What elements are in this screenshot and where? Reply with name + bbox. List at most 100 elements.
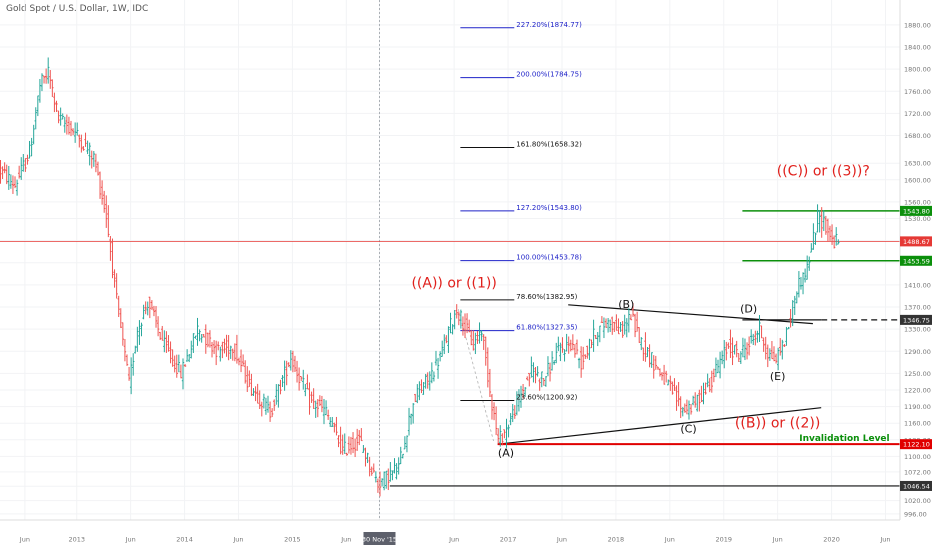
price-bar <box>544 376 548 387</box>
price-bar <box>584 354 587 360</box>
price-bar <box>463 313 467 339</box>
price-bar <box>706 373 709 388</box>
price-bar <box>824 215 828 235</box>
price-bar <box>625 318 628 338</box>
price-bar <box>349 436 353 455</box>
price-bar <box>835 227 838 246</box>
price-bar <box>194 335 197 339</box>
price-bar <box>223 338 226 354</box>
y-tick-label: 1250.00 <box>904 370 931 378</box>
price-marker-label: 1453.59 <box>903 257 930 265</box>
price-bar <box>828 225 832 241</box>
price-bar <box>181 358 185 390</box>
wave-label: (B) <box>618 298 634 311</box>
price-bar <box>411 403 415 424</box>
price-bar <box>341 434 344 455</box>
fib-level-label: 23.60%(1200.92) <box>516 394 577 402</box>
price-bar <box>602 317 606 339</box>
price-bar <box>295 360 299 383</box>
price-marker-label: 1543.80 <box>903 207 930 215</box>
price-bar <box>140 322 143 337</box>
price-bar <box>631 302 635 317</box>
price-bar <box>764 336 767 360</box>
price-marker <box>900 255 932 266</box>
price-bar <box>345 452 349 456</box>
price-bar <box>389 461 392 482</box>
y-tick-label: 1720.00 <box>904 110 931 118</box>
y-tick-label: 1880.00 <box>904 21 931 29</box>
price-bar <box>20 157 23 180</box>
price-bar <box>225 334 228 357</box>
price-marker <box>900 480 932 491</box>
price-bar <box>774 353 778 364</box>
price-bar <box>731 337 734 366</box>
price-bar <box>526 376 529 381</box>
price-bar <box>575 339 579 355</box>
price-bar <box>94 153 98 173</box>
price-bar <box>785 326 788 346</box>
price-bar <box>115 273 118 299</box>
price-bar <box>573 344 577 358</box>
price-bar <box>513 405 516 419</box>
price-bar <box>588 338 591 361</box>
price-bar <box>59 107 62 126</box>
price-bar <box>196 317 199 346</box>
price-bar <box>546 356 550 377</box>
price-bar <box>204 324 207 354</box>
price-bar <box>540 371 543 388</box>
price-bar <box>73 122 77 143</box>
price-bar <box>770 340 774 360</box>
price-bar <box>523 387 527 398</box>
price-bar <box>329 417 332 427</box>
price-bar <box>521 384 525 399</box>
price-bar <box>795 291 799 304</box>
price-bar <box>832 235 836 249</box>
price-bar <box>638 327 641 343</box>
price-bar <box>248 370 251 387</box>
x-tick-label: 2013 <box>68 536 85 544</box>
price-bar <box>756 330 759 343</box>
price-bar <box>111 238 114 279</box>
price-bar <box>347 436 351 454</box>
price-bar <box>318 395 322 406</box>
price-bar <box>414 393 417 403</box>
price-bar <box>528 372 531 387</box>
y-tick-label: 1020.00 <box>904 497 931 505</box>
price-bar <box>185 349 189 362</box>
price-bar <box>331 416 334 427</box>
price-bar <box>536 366 539 377</box>
price-bar <box>316 398 319 418</box>
wave-label: ((A)) or ((1)) <box>411 276 496 292</box>
price-bar <box>590 339 593 349</box>
price-bar <box>322 398 326 425</box>
x-tick-label: 2019 <box>715 536 732 544</box>
x-tick-label: Jun <box>664 536 675 544</box>
y-tick-label: 996.00 <box>904 510 927 518</box>
price-bar <box>297 367 301 391</box>
wave-label: (C) <box>680 423 696 436</box>
price-bar <box>393 458 396 474</box>
price-bar <box>144 301 147 315</box>
price-bar <box>302 369 305 390</box>
price-bar <box>443 334 446 355</box>
price-bar <box>154 306 158 328</box>
price-bar <box>314 400 317 418</box>
price-bar <box>24 158 27 172</box>
price-bar <box>353 438 357 458</box>
price-bar <box>403 436 407 450</box>
price-bar <box>281 375 284 388</box>
price-bar <box>799 276 803 290</box>
price-bar <box>642 347 645 361</box>
price-bar <box>704 382 707 395</box>
price-bar <box>163 330 166 353</box>
price-bar <box>105 195 108 228</box>
price-bar <box>61 113 64 120</box>
price-bar <box>7 165 10 190</box>
price-bar <box>702 382 705 405</box>
price-bar <box>664 370 668 383</box>
price-bar <box>592 319 595 352</box>
price-bar <box>212 340 216 355</box>
price-bar <box>710 370 713 393</box>
price-bar <box>28 140 31 159</box>
